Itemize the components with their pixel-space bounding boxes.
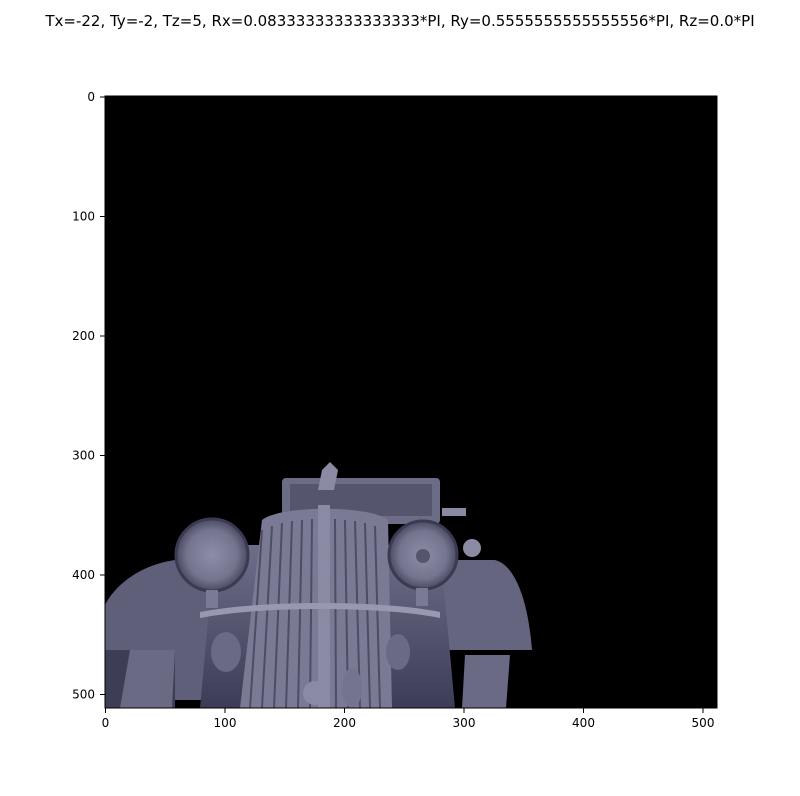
left-wheel [120,650,175,708]
car-model [105,462,532,708]
x-tick-label: 0 [102,716,110,730]
left-fog-lamp [211,632,241,672]
hood-ornament [318,462,338,490]
left-lamp-stand [206,590,218,608]
side-mirror [442,508,466,516]
figure-title: Tx=-22, Ty=-2, Tz=5, Rx=0.08333333333333… [45,12,755,30]
y-tick-label: 400 [72,568,95,582]
right-fog-lamp [386,634,410,670]
x-tick-label: 100 [214,716,237,730]
axes-frame [104,95,718,709]
right-headlamp-bulb [416,549,430,563]
y-tick-label: 200 [72,329,95,343]
x-tick-label: 400 [572,716,595,730]
right-fender [440,560,532,650]
y-tick-label: 100 [72,210,95,224]
left-headlamp [174,517,250,593]
x-tick-label: 200 [333,716,356,730]
right-lamp-stand [416,588,428,606]
license-plate-mount [342,668,362,708]
x-tick-label: 300 [453,716,476,730]
crank-boss [303,681,327,705]
bumper-bar [200,603,440,618]
y-axis: 0 100 200 300 400 500 [72,90,105,702]
right-wheel [462,655,510,708]
x-tick-label: 500 [692,716,715,730]
rendered-image [105,96,717,708]
side-marker-light [463,539,481,557]
y-tick-label: 300 [72,449,95,463]
y-tick-label: 0 [87,90,95,104]
x-axis: 0 100 200 300 400 500 [102,708,715,730]
y-tick-label: 500 [72,688,95,702]
